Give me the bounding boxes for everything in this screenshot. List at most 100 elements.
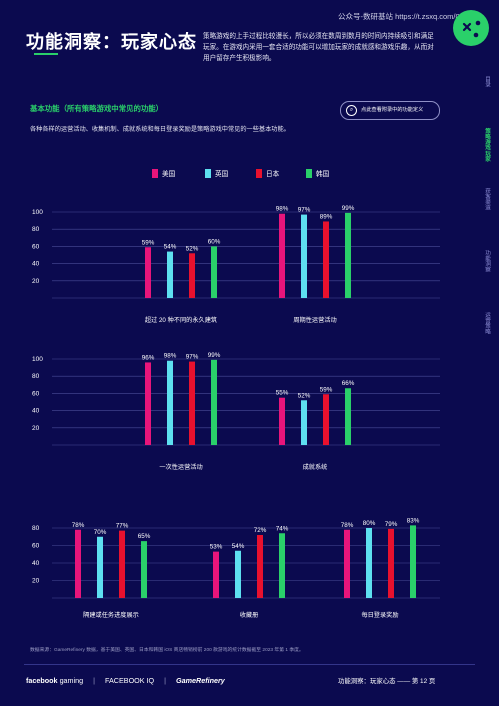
side-nav-item-acquisition[interactable]: 获客渠道 [484,188,490,211]
section-description: 各种各样的运营活动、收集机制、成就系统和每日登录奖励是策略游戏中常见的一些基本功… [30,126,290,133]
bar [119,530,125,598]
bar [366,528,372,598]
page-footer: 功能洞察：玩家心态 —— 第 12 页 [338,676,435,685]
y-tick-label: 60 [32,243,40,250]
data-label: 54% [164,244,177,251]
category-label: 成就系统 [303,463,328,471]
page-number: 第 12 页 [411,678,436,685]
legend-swatch [306,168,312,178]
bar [189,361,195,445]
bar [345,388,351,445]
legend-swatch [205,168,211,178]
bar [235,550,241,598]
side-nav-item-operations[interactable]: 运营策略 [484,312,490,335]
facebook-logo: facebook [26,676,58,685]
y-tick-label: 80 [32,373,40,380]
data-label: 97% [186,354,199,361]
data-label: 52% [298,392,311,399]
data-label: 74% [276,525,289,532]
legend-swatch [256,168,262,178]
bar [211,359,217,445]
data-label: 65% [138,533,151,540]
bar [344,529,350,598]
data-label: 96% [142,354,155,361]
bar [323,394,329,445]
y-tick-label: 40 [32,408,40,415]
footer-divider [24,664,475,665]
data-label: 55% [276,390,289,397]
footer-brands: facebook gaming | FACEBOOK IQ | GameRefi… [26,676,225,685]
brand-separator: | [93,676,96,685]
y-tick-label: 80 [32,525,40,532]
source-watermark: 公众号-数研基站 https://t.zsxq.com/0Rb [338,12,470,21]
bar [345,212,351,298]
definition-link-button[interactable]: ⌕ 点此查看附录中的功能定义 [340,101,440,120]
data-label: 97% [298,207,311,214]
data-label: 52% [186,245,199,252]
legend-label: 美国 [162,171,176,178]
side-nav-item-contents[interactable]: 目录 [484,76,490,88]
data-source-note: 数据来源：GameRefinery 数据，基于美国、英国、日本和韩国 iOS 商… [30,648,304,653]
footer-page-label: 功能洞察：玩家心态 [338,678,396,685]
legend-label: 日本 [266,171,280,178]
data-label: 98% [164,353,177,360]
bar [145,362,151,445]
category-label: 隔建或任务进度展示 [83,611,139,619]
legend-item-kr: 韩国 [306,168,329,178]
data-label: 79% [385,521,398,528]
bar [323,221,329,298]
bar [388,528,394,598]
data-label: 70% [94,529,107,536]
side-nav-item-features[interactable]: 功能洞察 [484,250,490,273]
title-underline [34,53,58,55]
brand-badge-icon [453,10,489,46]
data-label: 80% [363,520,376,527]
category-label: 一次性运营活动 [159,463,202,471]
bar [410,525,416,598]
gamerefinery-logo: GameRefinery [176,676,225,685]
data-label: 78% [72,522,85,529]
category-label: 超过 20 种不同的永久建筑 [145,316,218,324]
data-label: 89% [320,213,333,220]
data-label: 59% [320,386,333,393]
bar [189,253,195,298]
data-label: 98% [276,206,289,213]
bar [279,213,285,298]
y-tick-label: 40 [32,560,40,567]
side-nav-item-players[interactable]: 策略游戏玩家 [484,128,490,162]
data-label: 66% [342,380,355,387]
category-label: 收藏册 [240,611,259,619]
y-tick-label: 100 [32,356,43,363]
definition-link-label: 点此查看附录中的功能定义 [361,107,424,113]
bar [75,529,81,598]
data-label: 83% [407,517,420,524]
search-icon: ⌕ [346,105,357,116]
bar [279,533,285,598]
y-tick-label: 20 [32,425,40,432]
bar [213,551,219,598]
data-label: 99% [208,352,221,359]
intro-paragraph: 策略游戏的上手过程比较漫长，所以必须在数周到数月的时间内持续吸引和满足玩家。在游… [203,33,434,62]
y-tick-label: 80 [32,226,40,233]
bar [167,251,173,298]
side-navigation: 目录 策略游戏玩家 获客渠道 功能洞察 运营策略 [461,60,491,380]
page-title: 功能洞察：玩家心态 [26,32,197,52]
bar [145,247,151,298]
y-tick-label: 40 [32,261,40,268]
legend-label: 英国 [215,171,229,178]
bar [141,541,147,598]
legend-item-uk: 英国 [205,168,228,178]
bar [301,214,307,298]
y-tick-label: 100 [32,209,43,216]
bar [167,360,173,445]
category-label: 每日登录奖励 [361,611,398,619]
data-label: 77% [116,523,129,530]
data-label: 59% [142,239,155,246]
data-label: 72% [254,527,267,534]
data-label: 53% [210,544,223,551]
y-tick-label: 60 [32,390,40,397]
y-tick-label: 20 [32,278,40,285]
data-label: 54% [232,543,245,550]
bar [279,397,285,445]
